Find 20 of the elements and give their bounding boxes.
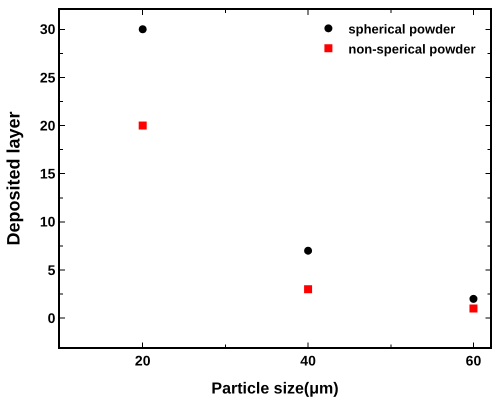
y-tick-label: 10	[40, 214, 56, 230]
y-tick-label: 0	[48, 310, 56, 326]
y-tick-label: 20	[40, 117, 56, 134]
point	[138, 25, 147, 34]
point	[469, 304, 478, 312]
x-tick-label: 60	[466, 352, 482, 369]
x-axis-title: Particle size(μm)	[211, 380, 339, 398]
y-tick-label: 5	[48, 262, 56, 278]
y-tick-label: 15	[40, 166, 56, 182]
y-tick-label: 25	[40, 69, 56, 86]
legend-label: non-sperical powder	[348, 41, 476, 56]
point	[138, 122, 147, 130]
point	[469, 294, 478, 303]
point	[304, 246, 312, 255]
x-tick-label: 40	[300, 352, 316, 369]
y-tick-label: 30	[40, 21, 56, 38]
point	[304, 285, 312, 294]
x-tick-label: 20	[134, 352, 151, 369]
legend-label: spherical powder	[348, 21, 456, 36]
y-axis-title: Deposited layer	[4, 111, 24, 246]
